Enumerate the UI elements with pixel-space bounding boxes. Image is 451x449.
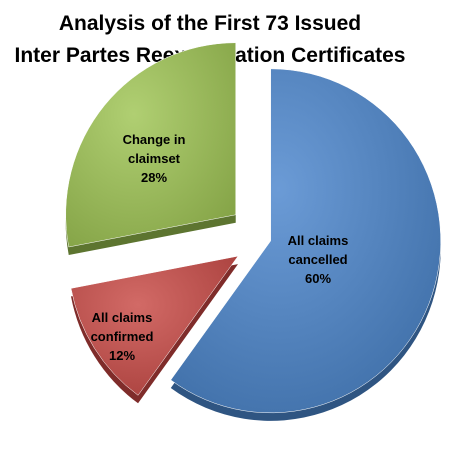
slice-label-line: cancelled bbox=[288, 252, 347, 267]
slice-label-line: 12% bbox=[109, 348, 135, 363]
slice-labels: All claims cancelled 60% All claims confirme… bbox=[91, 132, 349, 363]
slice-label-line: Change in bbox=[123, 132, 186, 147]
slice-label-line: All claims bbox=[288, 233, 349, 248]
slice-label-line: All claims bbox=[92, 310, 153, 325]
slice-label-line: claimset bbox=[128, 151, 181, 166]
pie-slice-change-in-claimset bbox=[65, 42, 236, 248]
slice-label-change-in-claimset: Change in claimset 28% bbox=[123, 132, 186, 185]
pie-slice-all-claims-cancelled bbox=[170, 68, 441, 414]
slice-label-all-claims-confirmed: All claims confirmed 12% bbox=[91, 310, 154, 363]
chart-title-line-1: Analysis of the First 73 Issued bbox=[59, 12, 361, 35]
slice-label-line: 28% bbox=[141, 170, 167, 185]
pie-slices bbox=[65, 42, 441, 421]
slice-label-line: 60% bbox=[305, 271, 331, 286]
pie-slice-all-claims-confirmed bbox=[70, 255, 239, 396]
slice-label-line: confirmed bbox=[91, 329, 154, 344]
slice-label-all-claims-cancelled: All claims cancelled 60% bbox=[288, 233, 349, 286]
